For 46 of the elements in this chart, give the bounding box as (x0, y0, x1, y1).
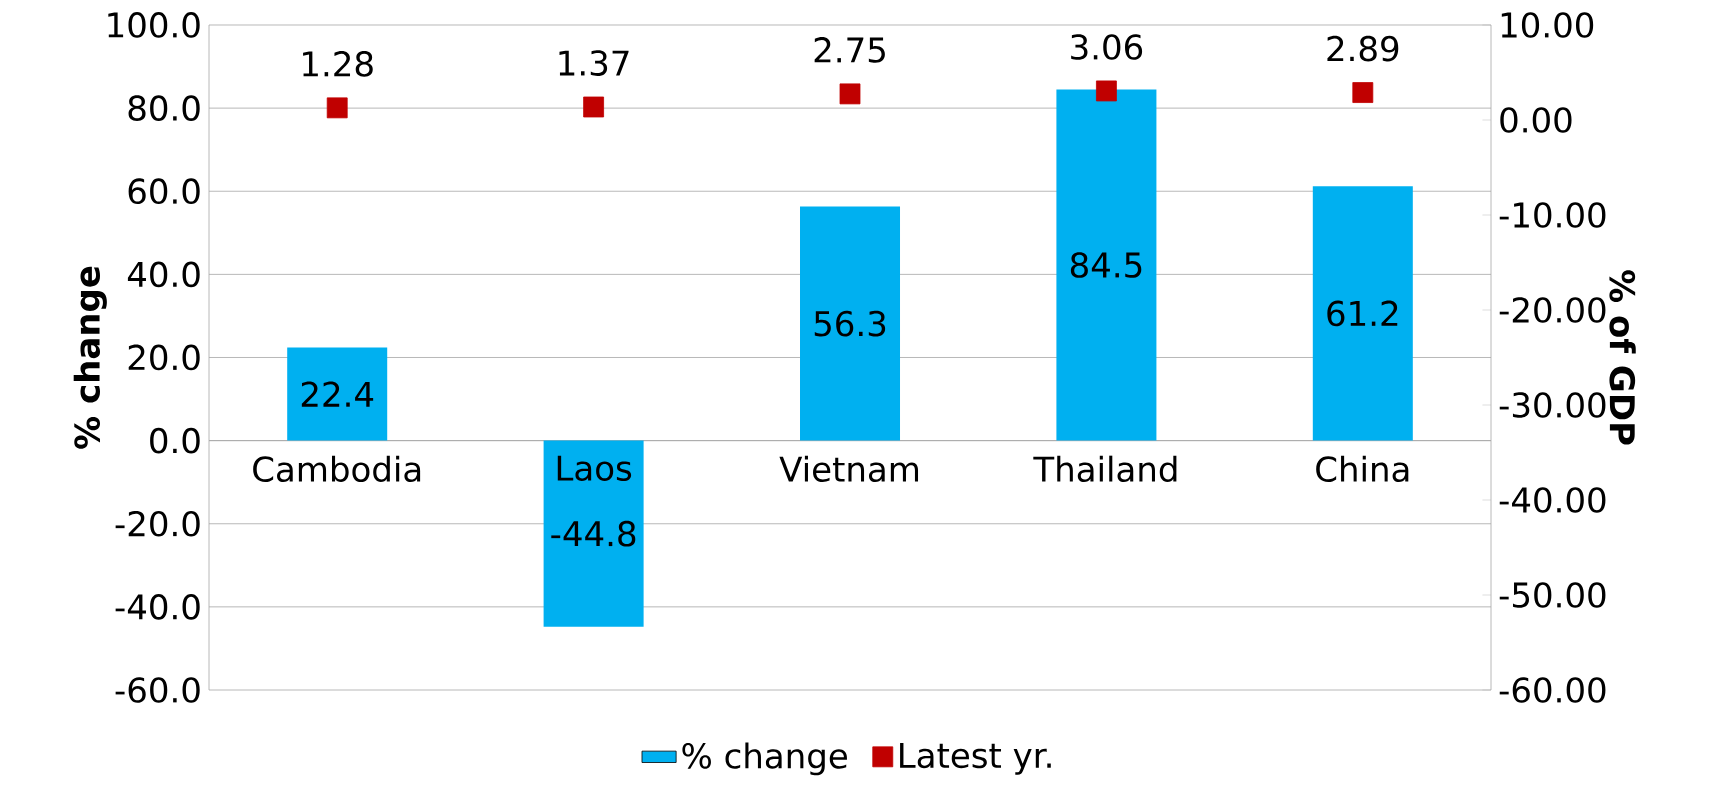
point (1096, 80, 1117, 102)
x-tick-label: Laos (557, 455, 632, 481)
y-tick-label: 80.0 (128, 95, 200, 121)
bar (1312, 186, 1413, 441)
bar (1056, 89, 1157, 441)
data-label: 56.3 (814, 310, 886, 337)
y-tick-label: 60.0 (128, 178, 200, 205)
y-axis-title: % change (73, 266, 107, 449)
x-tick-label: Cambodia (253, 455, 421, 482)
point (1352, 82, 1374, 103)
y2-tick-label: -60.00 (1499, 677, 1606, 703)
point (326, 97, 348, 119)
data-label: 22.4 (301, 381, 374, 407)
y-tick-label: -40.0 (115, 594, 200, 620)
data-label: 2.75 (814, 37, 885, 63)
bar (543, 440, 644, 627)
y2-tick-label: 0.00 (1500, 107, 1572, 133)
bar (800, 206, 901, 441)
data-label: 2.89 (1327, 35, 1399, 62)
data-label: 84.5 (1070, 252, 1142, 278)
point (839, 83, 861, 105)
y-tick-label: 20.0 (128, 344, 200, 371)
data-label: 61.2 (1327, 300, 1398, 327)
y2-tick-label: -40.00 (1499, 487, 1606, 513)
bar (287, 347, 388, 441)
y2-tick-label: -30.00 (1499, 392, 1606, 418)
x-tick-label: Vietnam (779, 455, 919, 482)
point (583, 96, 605, 118)
legend-label: Latest yr. (900, 742, 1051, 775)
y-tick-label: 100.0 (108, 12, 200, 38)
y2-axis-title: % of GDP (1609, 270, 1636, 445)
y2-tick-label: -50.00 (1499, 582, 1606, 608)
x-tick-label: China (1316, 455, 1409, 482)
y2-tick-label: 10.00 (1501, 12, 1594, 38)
y-tick-label: -60.0 (115, 677, 200, 703)
y-tick-label: -20.0 (115, 510, 200, 537)
x-tick-label: Thailand (1033, 455, 1177, 482)
data-label: 1.37 (559, 50, 629, 76)
data-label: -44.8 (551, 520, 636, 547)
data-label: 1.28 (303, 51, 373, 77)
data-label: 3.06 (1071, 34, 1143, 60)
y2-tick-label: -20.00 (1499, 297, 1606, 323)
y2-tick-label: -10.00 (1499, 202, 1606, 228)
legend-label: % change (682, 742, 847, 776)
y-tick-label: 40.0 (127, 261, 200, 288)
y-tick-label: 0.0 (150, 427, 200, 454)
